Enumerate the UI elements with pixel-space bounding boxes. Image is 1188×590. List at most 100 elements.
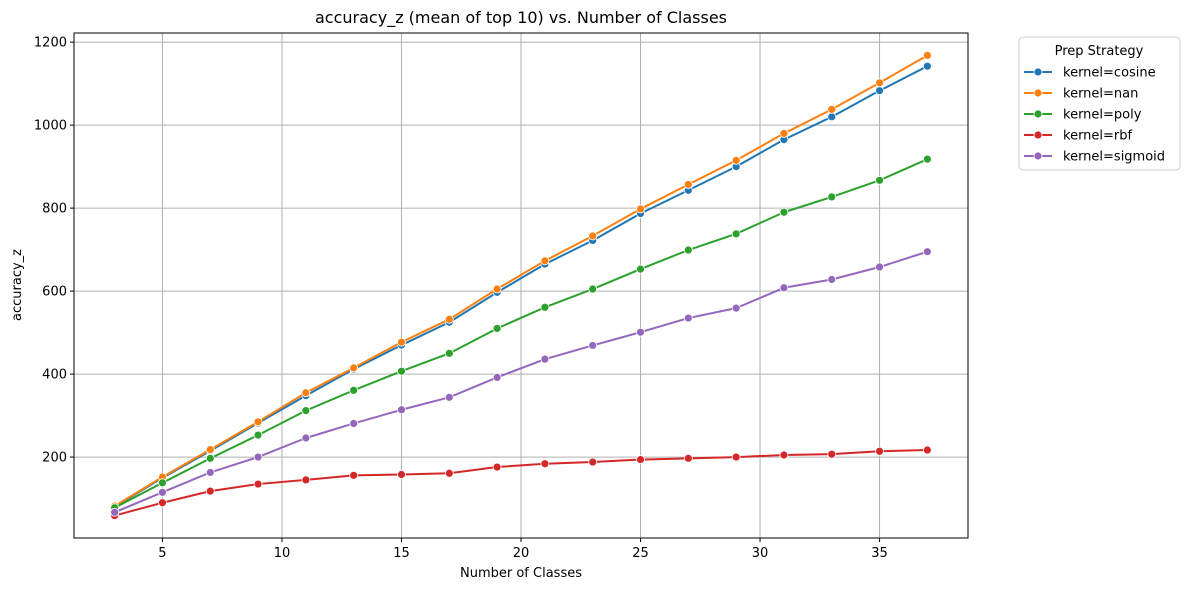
legend-label: kernel=cosine bbox=[1063, 66, 1156, 81]
series-line bbox=[114, 250, 928, 514]
y-axis: 200 400 600 800 1000 1200 bbox=[34, 36, 74, 466]
data-point bbox=[731, 155, 741, 165]
data-point bbox=[731, 229, 741, 239]
data-point bbox=[636, 327, 645, 337]
data-point bbox=[922, 51, 932, 60]
data-point bbox=[301, 433, 311, 443]
legend-swatch-marker bbox=[1033, 130, 1043, 140]
legend-label: kernel=rbf bbox=[1063, 129, 1133, 144]
data-point bbox=[779, 207, 789, 217]
series-lines bbox=[110, 51, 932, 520]
series-line bbox=[114, 65, 928, 508]
data-point bbox=[875, 175, 884, 185]
legend-swatch-marker bbox=[1033, 88, 1043, 98]
data-point bbox=[540, 256, 550, 266]
series-line bbox=[114, 54, 928, 507]
data-point bbox=[540, 354, 550, 364]
legend-label: kernel=sigmoid bbox=[1063, 150, 1165, 165]
data-point bbox=[253, 479, 263, 489]
data-point bbox=[588, 341, 598, 350]
data-point bbox=[397, 470, 406, 479]
data-point bbox=[636, 264, 645, 274]
data-point bbox=[205, 445, 215, 455]
legend-item: kernel=nan bbox=[1024, 87, 1138, 102]
data-point bbox=[588, 231, 598, 241]
data-point bbox=[301, 388, 311, 398]
data-point bbox=[683, 245, 693, 255]
data-point bbox=[875, 446, 884, 456]
data-point bbox=[492, 373, 502, 382]
data-point bbox=[444, 314, 454, 324]
data-point bbox=[349, 470, 359, 480]
legend-box bbox=[1018, 36, 1181, 171]
grid bbox=[74, 33, 968, 538]
data-point bbox=[205, 486, 215, 496]
data-point bbox=[875, 86, 884, 96]
data-point bbox=[349, 385, 359, 395]
data-point bbox=[349, 419, 359, 428]
legend-item: kernel=sigmoid bbox=[1024, 150, 1165, 165]
data-point bbox=[444, 392, 454, 402]
data-point bbox=[301, 406, 311, 416]
data-point bbox=[875, 262, 884, 272]
data-point bbox=[827, 275, 837, 284]
x-tick-label: 15 bbox=[393, 546, 410, 561]
data-point bbox=[636, 204, 645, 214]
data-point bbox=[827, 192, 837, 202]
legend-item: kernel=cosine bbox=[1024, 66, 1156, 81]
series-kernel-rbf bbox=[110, 445, 932, 520]
legend-swatch-marker bbox=[1033, 67, 1043, 77]
data-point bbox=[540, 459, 550, 469]
legend: Prep Strategy kernel=cosine kernel=nan ker… bbox=[1018, 36, 1181, 171]
data-point bbox=[397, 337, 406, 347]
x-axis: 5 10 15 20 25 30 35 bbox=[158, 538, 888, 561]
data-point bbox=[636, 455, 645, 464]
data-point bbox=[397, 405, 406, 415]
data-point bbox=[588, 284, 598, 294]
legend-swatch-marker bbox=[1033, 109, 1043, 119]
data-point bbox=[731, 303, 741, 313]
data-point bbox=[683, 453, 693, 463]
data-point bbox=[922, 247, 932, 257]
x-tick-label: 5 bbox=[158, 546, 166, 561]
data-point bbox=[827, 112, 837, 122]
legend-label: kernel=poly bbox=[1063, 108, 1142, 123]
data-point bbox=[779, 283, 789, 293]
data-point bbox=[922, 61, 932, 71]
legend-title: Prep Strategy bbox=[1055, 44, 1144, 59]
data-point bbox=[397, 366, 406, 376]
y-tick-label: 800 bbox=[42, 202, 67, 217]
series-line bbox=[114, 158, 928, 509]
data-point bbox=[827, 104, 837, 114]
x-axis-title: Number of Classes bbox=[460, 566, 582, 581]
data-point bbox=[922, 445, 932, 455]
data-point bbox=[444, 348, 454, 358]
chart-title: accuracy_z (mean of top 10) vs. Number o… bbox=[315, 8, 727, 28]
y-tick-label: 600 bbox=[42, 285, 67, 300]
data-point bbox=[158, 487, 167, 497]
data-point bbox=[540, 302, 550, 312]
legend-item: kernel=poly bbox=[1024, 108, 1142, 123]
data-point bbox=[588, 457, 598, 467]
data-point bbox=[110, 507, 120, 517]
data-point bbox=[827, 449, 837, 459]
data-point bbox=[922, 154, 932, 164]
data-point bbox=[158, 478, 167, 488]
data-point bbox=[158, 498, 167, 508]
data-point bbox=[683, 180, 693, 189]
series-line bbox=[114, 449, 928, 517]
data-point bbox=[731, 452, 741, 462]
legend-item: kernel=rbf bbox=[1024, 129, 1133, 144]
data-point bbox=[875, 78, 884, 88]
x-tick-label: 35 bbox=[871, 546, 888, 561]
data-point bbox=[253, 430, 263, 440]
legend-swatch-marker bbox=[1033, 151, 1043, 161]
y-axis-title: accuracy_z bbox=[10, 249, 25, 321]
data-point bbox=[492, 284, 502, 294]
x-tick-label: 10 bbox=[274, 546, 291, 561]
x-tick-label: 20 bbox=[513, 546, 530, 561]
y-tick-label: 400 bbox=[42, 368, 67, 383]
y-tick-label: 1000 bbox=[34, 119, 67, 134]
data-point bbox=[253, 417, 263, 427]
